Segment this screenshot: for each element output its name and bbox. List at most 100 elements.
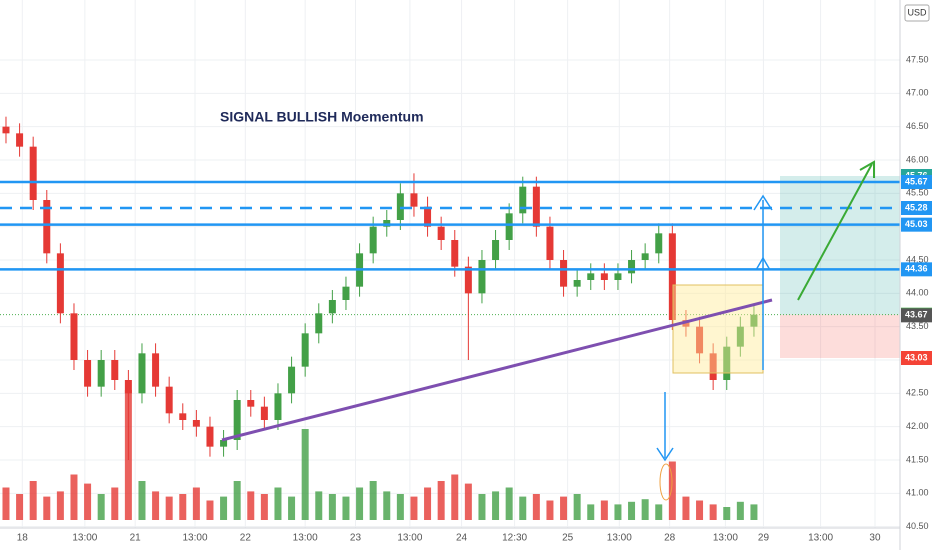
arrow-head [656, 447, 674, 462]
volume-bar [356, 487, 364, 520]
candle-body [560, 260, 568, 287]
volume-bar [43, 496, 51, 520]
volume-bar [519, 496, 527, 520]
y-tick-label: 42.00 [906, 421, 929, 431]
volume-bar [628, 501, 636, 520]
y-tick-label: 43.50 [906, 321, 929, 331]
x-tick-label: 29 [758, 533, 770, 544]
volume-bar [736, 501, 744, 520]
candle-body [288, 366, 296, 394]
candle-body [260, 406, 268, 420]
volume-bar [152, 491, 160, 520]
candle-body [16, 133, 24, 147]
x-tick-label: 13:00 [182, 533, 207, 544]
y-tick-label: 46.00 [906, 154, 929, 164]
x-tick-label: 21 [130, 533, 142, 544]
x-tick-label: 25 [562, 533, 574, 544]
x-tick-label: 13:00 [808, 533, 833, 544]
volume-bar [573, 494, 581, 520]
x-tick-label: 13:00 [72, 533, 97, 544]
candle-body [655, 233, 663, 254]
volume-bar [546, 500, 554, 520]
volume-bar [274, 487, 282, 520]
arrow-head [753, 194, 773, 211]
target-zone [780, 176, 900, 315]
volume-bar [655, 504, 663, 520]
candles [2, 116, 758, 460]
volume-bar [750, 504, 758, 520]
candle-body [70, 313, 78, 360]
candle-body [641, 253, 649, 260]
arrow-head [859, 160, 875, 178]
volume-bar [709, 504, 717, 520]
volume-bar [111, 487, 119, 520]
x-tick-label: 12:30 [502, 533, 527, 544]
candle-body [56, 253, 64, 314]
volume-bar [464, 483, 472, 520]
x-tick-label: 13:00 [607, 533, 632, 544]
volume-bar [206, 500, 214, 520]
candle-body [84, 360, 92, 387]
volume-bar [587, 504, 595, 520]
chart-title: SIGNAL BULLISH Moementum [220, 109, 424, 125]
candle-body [315, 313, 323, 334]
candle-body [369, 226, 377, 254]
volume-bar [301, 429, 309, 520]
x-tick-label: 24 [456, 533, 468, 544]
candle-body [424, 206, 432, 227]
volume-bar [192, 487, 200, 520]
price-label-bg [901, 201, 932, 215]
volume-bar [424, 487, 432, 520]
candle-body [478, 260, 486, 294]
currency-box [904, 4, 930, 22]
candle-body [451, 240, 459, 267]
volume-bar [288, 496, 296, 520]
candle-body [614, 273, 622, 280]
volume-bar [16, 494, 24, 520]
volume-bar [70, 474, 78, 520]
levels [0, 180, 900, 271]
volume-bar [696, 500, 704, 520]
axes: 40.5041.0041.5042.0042.5043.0043.5044.00… [17, 54, 932, 544]
volume-bar [97, 494, 105, 520]
candle-body [152, 353, 160, 387]
projection-arrow [797, 163, 873, 301]
candle-body [628, 260, 636, 274]
price-label-bg [901, 262, 932, 277]
candle-body [600, 273, 608, 280]
price-label-bg [901, 308, 932, 323]
y-tick-label: 41.50 [906, 454, 929, 464]
volume-bar [492, 491, 500, 520]
volume-bar [532, 494, 540, 520]
volume-bar [179, 494, 187, 520]
y-tick-label: 44.50 [906, 254, 929, 264]
y-tick-label: 42.50 [906, 388, 929, 398]
candle-body [247, 400, 255, 407]
y-tick-label: 47.50 [906, 54, 929, 64]
candle-body [97, 360, 105, 387]
x-tick-label: 13:00 [713, 533, 738, 544]
x-tick-label: 18 [17, 533, 29, 544]
volume-bar [641, 499, 649, 520]
candle-body [383, 220, 391, 227]
price-label-bg [901, 217, 932, 232]
candle-body [736, 326, 744, 347]
candle-body [111, 360, 119, 380]
x-tick-label: 23 [350, 533, 362, 544]
volume-bar [560, 496, 568, 520]
volume-bar [668, 461, 676, 520]
candle-body [519, 186, 527, 214]
candle-body [328, 300, 336, 314]
volume-bar [56, 491, 64, 520]
volume-bar [723, 507, 731, 520]
volume-bar [451, 474, 459, 520]
candle-body [233, 400, 241, 440]
candle-body [124, 380, 132, 394]
candle-body [29, 146, 37, 200]
volume-highlight [659, 463, 673, 501]
volume-bar [410, 496, 418, 520]
volume-bar [29, 481, 37, 520]
volume-bar [328, 494, 336, 520]
volume-bar [220, 496, 228, 520]
